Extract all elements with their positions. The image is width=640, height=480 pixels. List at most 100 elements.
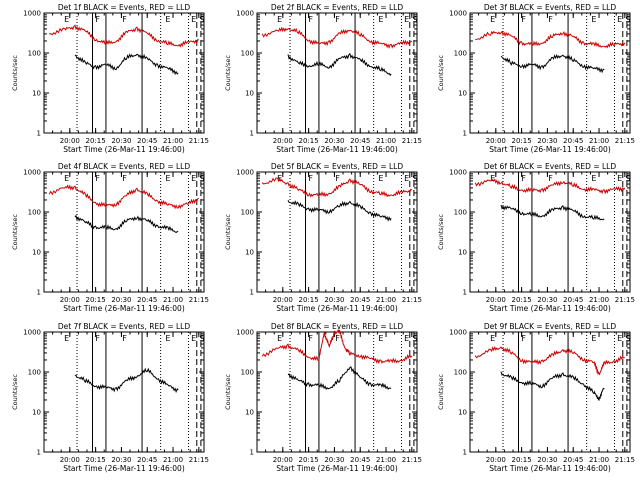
flag-label: S (199, 334, 204, 343)
x-tick-label: 20:30 (111, 456, 131, 464)
panel-title: Det 7f BLACK = Events, RED = LLD (58, 322, 191, 331)
flag-label: F (308, 15, 313, 24)
y-tick-label: 100 (454, 50, 467, 58)
x-tick-label: 20:15 (512, 137, 532, 145)
flag-label: E (378, 174, 383, 183)
flag-label: F (548, 174, 553, 183)
flag-label: F (95, 174, 100, 183)
flag-label: E (277, 15, 282, 24)
y-axis-label: Counts/sec (437, 374, 445, 410)
x-tick-label: 20:45 (563, 456, 583, 464)
flag-label: E (191, 15, 196, 24)
x-tick-label: 20:45 (350, 456, 370, 464)
flag-label: E (378, 334, 383, 343)
x-tick-label: 21:00 (376, 456, 396, 464)
series-line-black-events (74, 214, 179, 234)
x-tick-label: 21:15 (402, 137, 422, 145)
y-tick-label: 100 (241, 369, 254, 377)
flag-label: E (490, 174, 495, 183)
series-line-black-events (74, 367, 179, 394)
y-tick-label: 1 (37, 449, 41, 457)
x-tick-label: 21:15 (189, 137, 209, 145)
panel-6: Det 6f BLACK = Events, RED = LLD 1 10 100 10… (437, 162, 635, 313)
flag-label: E (490, 15, 495, 24)
plot-frame (256, 171, 418, 293)
series-line-red-lld (261, 328, 413, 365)
y-tick-label: 100 (454, 209, 467, 217)
flag-label: E (617, 15, 622, 24)
x-tick-label: 21:00 (163, 456, 183, 464)
x-tick-label: 20:00 (273, 137, 293, 145)
panel-3: Det 3f BLACK = Events, RED = LLD 1 10 100 10… (437, 3, 635, 154)
y-tick-label: 1 (463, 449, 467, 457)
flag-label: S (625, 15, 630, 24)
flag-label: E (165, 334, 170, 343)
flag-label: F (122, 174, 127, 183)
flag-label: F (521, 334, 526, 343)
x-tick-label: 20:45 (137, 456, 157, 464)
y-tick-label: 100 (241, 209, 254, 217)
x-tick-label: 20:15 (512, 456, 532, 464)
panel-8: Det 8f BLACK = Events, RED = LLD 1 10 100 10… (224, 322, 422, 473)
x-tick-label: 20:00 (486, 296, 506, 304)
y-tick-label: 10 (245, 409, 254, 417)
x-tick-label: 21:15 (402, 296, 422, 304)
y-tick-label: 1000 (449, 169, 467, 177)
panel-title: Det 6f BLACK = Events, RED = LLD (484, 162, 617, 171)
y-axis-label: Counts/sec (11, 214, 19, 250)
x-tick-label: 20:15 (512, 296, 532, 304)
flag-label: E (165, 174, 170, 183)
y-tick-label: 10 (458, 409, 467, 417)
x-tick-label: 20:00 (486, 456, 506, 464)
x-tick-label: 20:30 (324, 456, 344, 464)
flag-label: E (404, 334, 409, 343)
plot-frame (469, 12, 631, 134)
x-tick-label: 21:15 (615, 137, 635, 145)
x-tick-label: 20:00 (60, 296, 80, 304)
y-tick-label: 1000 (23, 329, 41, 337)
flag-label: F (95, 15, 100, 24)
series-line-red-lld (48, 184, 199, 210)
panel-title: Det 3f BLACK = Events, RED = LLD (484, 3, 617, 12)
plot-frame (256, 12, 418, 134)
x-tick-label: 21:00 (376, 137, 396, 145)
flag-label: S (625, 174, 630, 183)
panel-title: Det 9f BLACK = Events, RED = LLD (484, 322, 617, 331)
x-tick-label: 20:45 (137, 296, 157, 304)
y-tick-label: 100 (241, 50, 254, 58)
series-line-black-events (287, 52, 392, 76)
y-tick-label: 1 (463, 130, 467, 138)
x-tick-label: 21:00 (376, 296, 396, 304)
y-tick-label: 1 (250, 130, 254, 138)
y-axis-label: Counts/sec (224, 214, 232, 250)
flag-label: S (412, 334, 417, 343)
y-tick-label: 1000 (236, 329, 254, 337)
series-line-black-events (74, 53, 179, 76)
x-tick-label: 20:30 (324, 296, 344, 304)
y-tick-label: 1 (250, 449, 254, 457)
panel-1: Det 1f BLACK = Events, RED = LLD 1 10 100 10… (11, 3, 209, 154)
series-line-red-lld (261, 26, 413, 49)
x-tick-label: 21:00 (589, 137, 609, 145)
flag-label: S (199, 174, 204, 183)
series-line-black-events (500, 204, 605, 221)
flag-label: E (617, 334, 622, 343)
x-axis-label: Start Time (26-Mar-11 19:46:00) (276, 145, 398, 154)
x-tick-label: 20:15 (299, 296, 319, 304)
flag-label: E (191, 174, 196, 183)
y-axis-label: Counts/sec (437, 214, 445, 250)
flag-label: E (404, 174, 409, 183)
flag-label: F (335, 174, 340, 183)
x-axis-label: Start Time (26-Mar-11 19:46:00) (489, 464, 611, 473)
panel-title: Det 5f BLACK = Events, RED = LLD (271, 162, 404, 171)
x-tick-label: 20:30 (537, 456, 557, 464)
flag-label: F (308, 174, 313, 183)
x-axis-label: Start Time (26-Mar-11 19:46:00) (489, 304, 611, 313)
flag-label: F (95, 334, 100, 343)
series-line-black-events (500, 371, 605, 401)
x-tick-label: 20:45 (563, 137, 583, 145)
y-tick-label: 1 (463, 289, 467, 297)
panel-title: Det 1f BLACK = Events, RED = LLD (58, 3, 191, 12)
flag-label: S (199, 15, 204, 24)
plot-frame (43, 171, 205, 293)
